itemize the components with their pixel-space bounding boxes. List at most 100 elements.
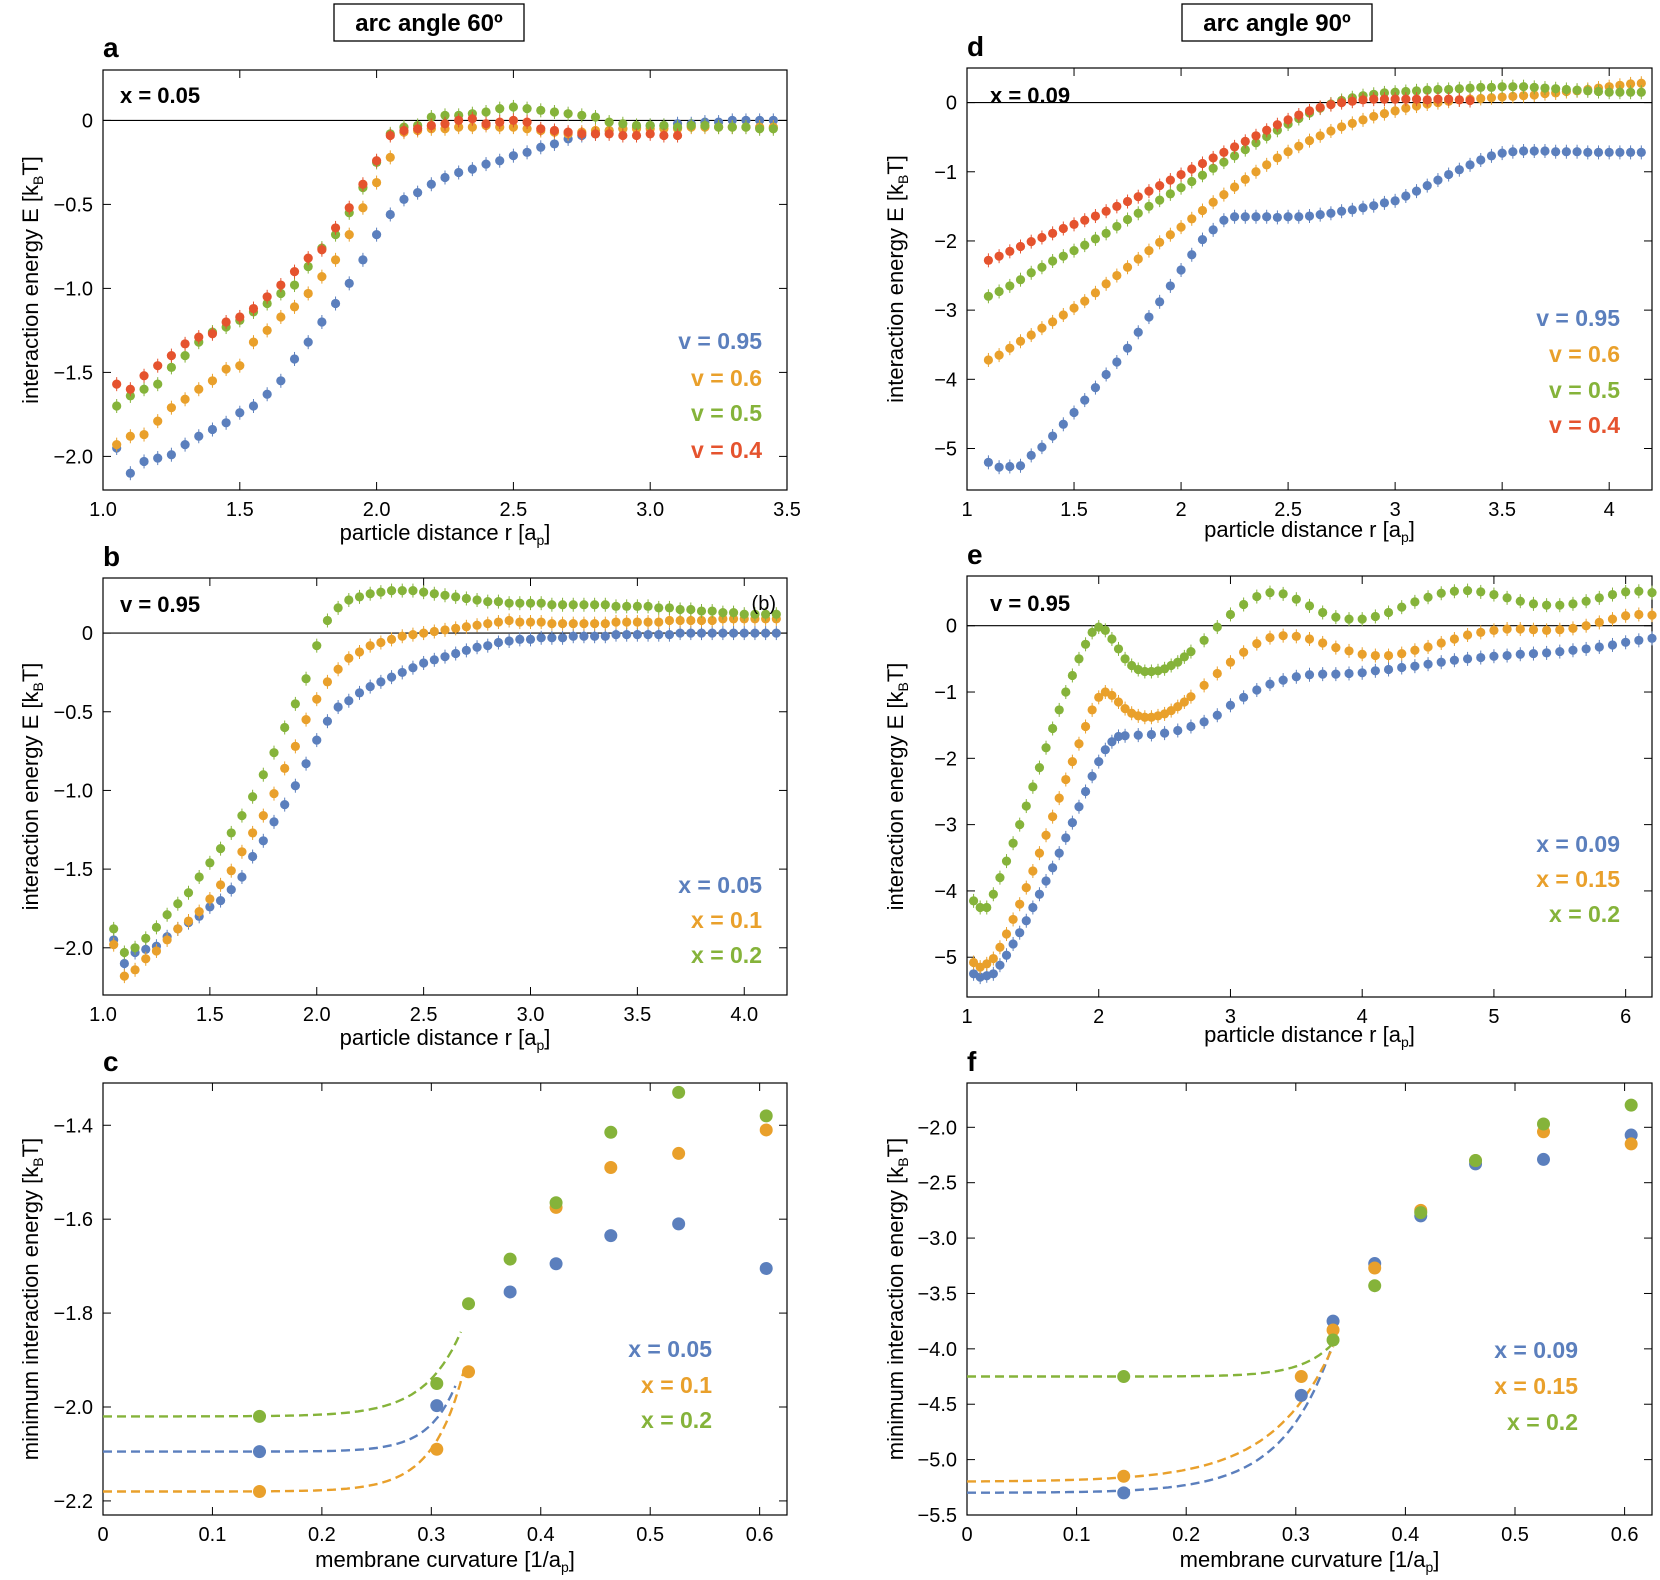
y-label-main: interaction energy E [18,202,43,404]
data-point [1117,1370,1131,1384]
data-point [481,159,491,169]
data-point [1304,211,1315,221]
data-point [1251,131,1261,141]
data-point [1326,100,1336,110]
series-x-0-09 [1117,1128,1638,1500]
data-point [1283,147,1293,157]
panel-d: 1 1.5 2 2.5 3 3.5 4 0 −1 −2 −3 −4 −5 v = 0.95 v = 0.6 v… [883,31,1653,545]
data-point [1344,668,1354,679]
data-point [237,872,247,882]
data-point [1536,1152,1550,1166]
y-label-unit-sub: B [30,1157,46,1166]
data-point [372,177,382,188]
data-point [1028,782,1038,792]
data-point [440,590,450,600]
data-point [1015,241,1026,252]
data-point [1304,136,1315,146]
data-point [1294,1388,1308,1402]
data-point [1462,585,1473,596]
x-label-unit-sub: p [536,1037,544,1053]
data-point [461,622,471,632]
legend-entry: x = 0.05 [678,872,762,898]
x-label-unit-end: ] [569,1547,575,1572]
data-point [1176,169,1186,180]
data-point [1179,652,1189,662]
data-point [1144,312,1154,322]
data-point [125,468,135,478]
data-point [276,376,286,386]
y-tick-label: −2.0 [918,1117,957,1139]
data-point [1165,230,1175,240]
data-point [1080,721,1091,732]
series-v-0-4 [112,111,683,397]
data-point [344,696,354,706]
legend-entry: v = 0.4 [1549,412,1620,438]
data-point [173,899,183,909]
data-point [462,1297,476,1311]
data-point [1536,1117,1550,1131]
data-point [1542,648,1552,658]
data-point [1252,639,1262,649]
data-point [1054,705,1064,715]
data-point [995,960,1005,970]
x-label-unit-sub: p [561,1559,569,1575]
data-point [1080,395,1090,405]
data-point [707,606,717,616]
y-tick-label: 0 [82,623,93,645]
x-label-main: membrane curvature [315,1547,524,1572]
x-tick-label: 2.5 [499,499,527,521]
data-point [112,401,122,411]
data-point [119,958,129,969]
data-point [643,601,653,611]
data-point [495,156,505,166]
data-point [426,120,436,131]
data-point [1368,1279,1382,1293]
data-point [1048,863,1058,873]
data-point [1262,212,1272,222]
panel-annotation: v = 0.95 [990,591,1070,616]
data-point [1067,818,1077,828]
data-point [1529,90,1539,100]
data-point [1449,586,1460,596]
data-point [376,587,386,597]
y-tick-label: −2 [934,231,957,253]
data-point [1518,82,1529,92]
data-point [429,626,439,637]
x-label-main: particle distance r [1204,517,1383,542]
data-point [276,280,286,290]
data-point [1212,622,1222,632]
y-label-unit-end: T] [18,663,43,683]
data-point [1357,649,1367,659]
data-point [180,394,190,404]
data-point [759,1261,773,1275]
data-point [1067,670,1077,681]
data-point [659,130,669,141]
data-point [303,253,313,263]
data-point [419,628,429,638]
data-point [1117,1486,1131,1500]
data-point [696,628,707,638]
x-label-unit-sub: p [1425,1559,1433,1575]
data-point [1294,141,1304,151]
data-point [1555,600,1565,610]
data-point [994,286,1004,297]
data-point [109,924,119,934]
legend-entry: x = 0.15 [1494,1373,1578,1399]
data-point [1542,600,1552,610]
data-point [1165,189,1175,199]
data-point [995,942,1005,952]
legend-entry: x = 0.1 [691,907,762,933]
data-point [1594,593,1604,603]
data-point [741,122,751,132]
data-point [1058,310,1068,320]
data-point [1370,650,1380,661]
data-point [1410,645,1420,655]
data-point [330,255,341,265]
fit-curve [967,1342,1334,1378]
data-point [1155,237,1165,247]
data-point [1551,147,1561,157]
data-point [1212,710,1222,720]
data-point [1568,623,1578,633]
legend-entry: v = 0.6 [1549,341,1620,367]
data-point [549,1196,563,1210]
